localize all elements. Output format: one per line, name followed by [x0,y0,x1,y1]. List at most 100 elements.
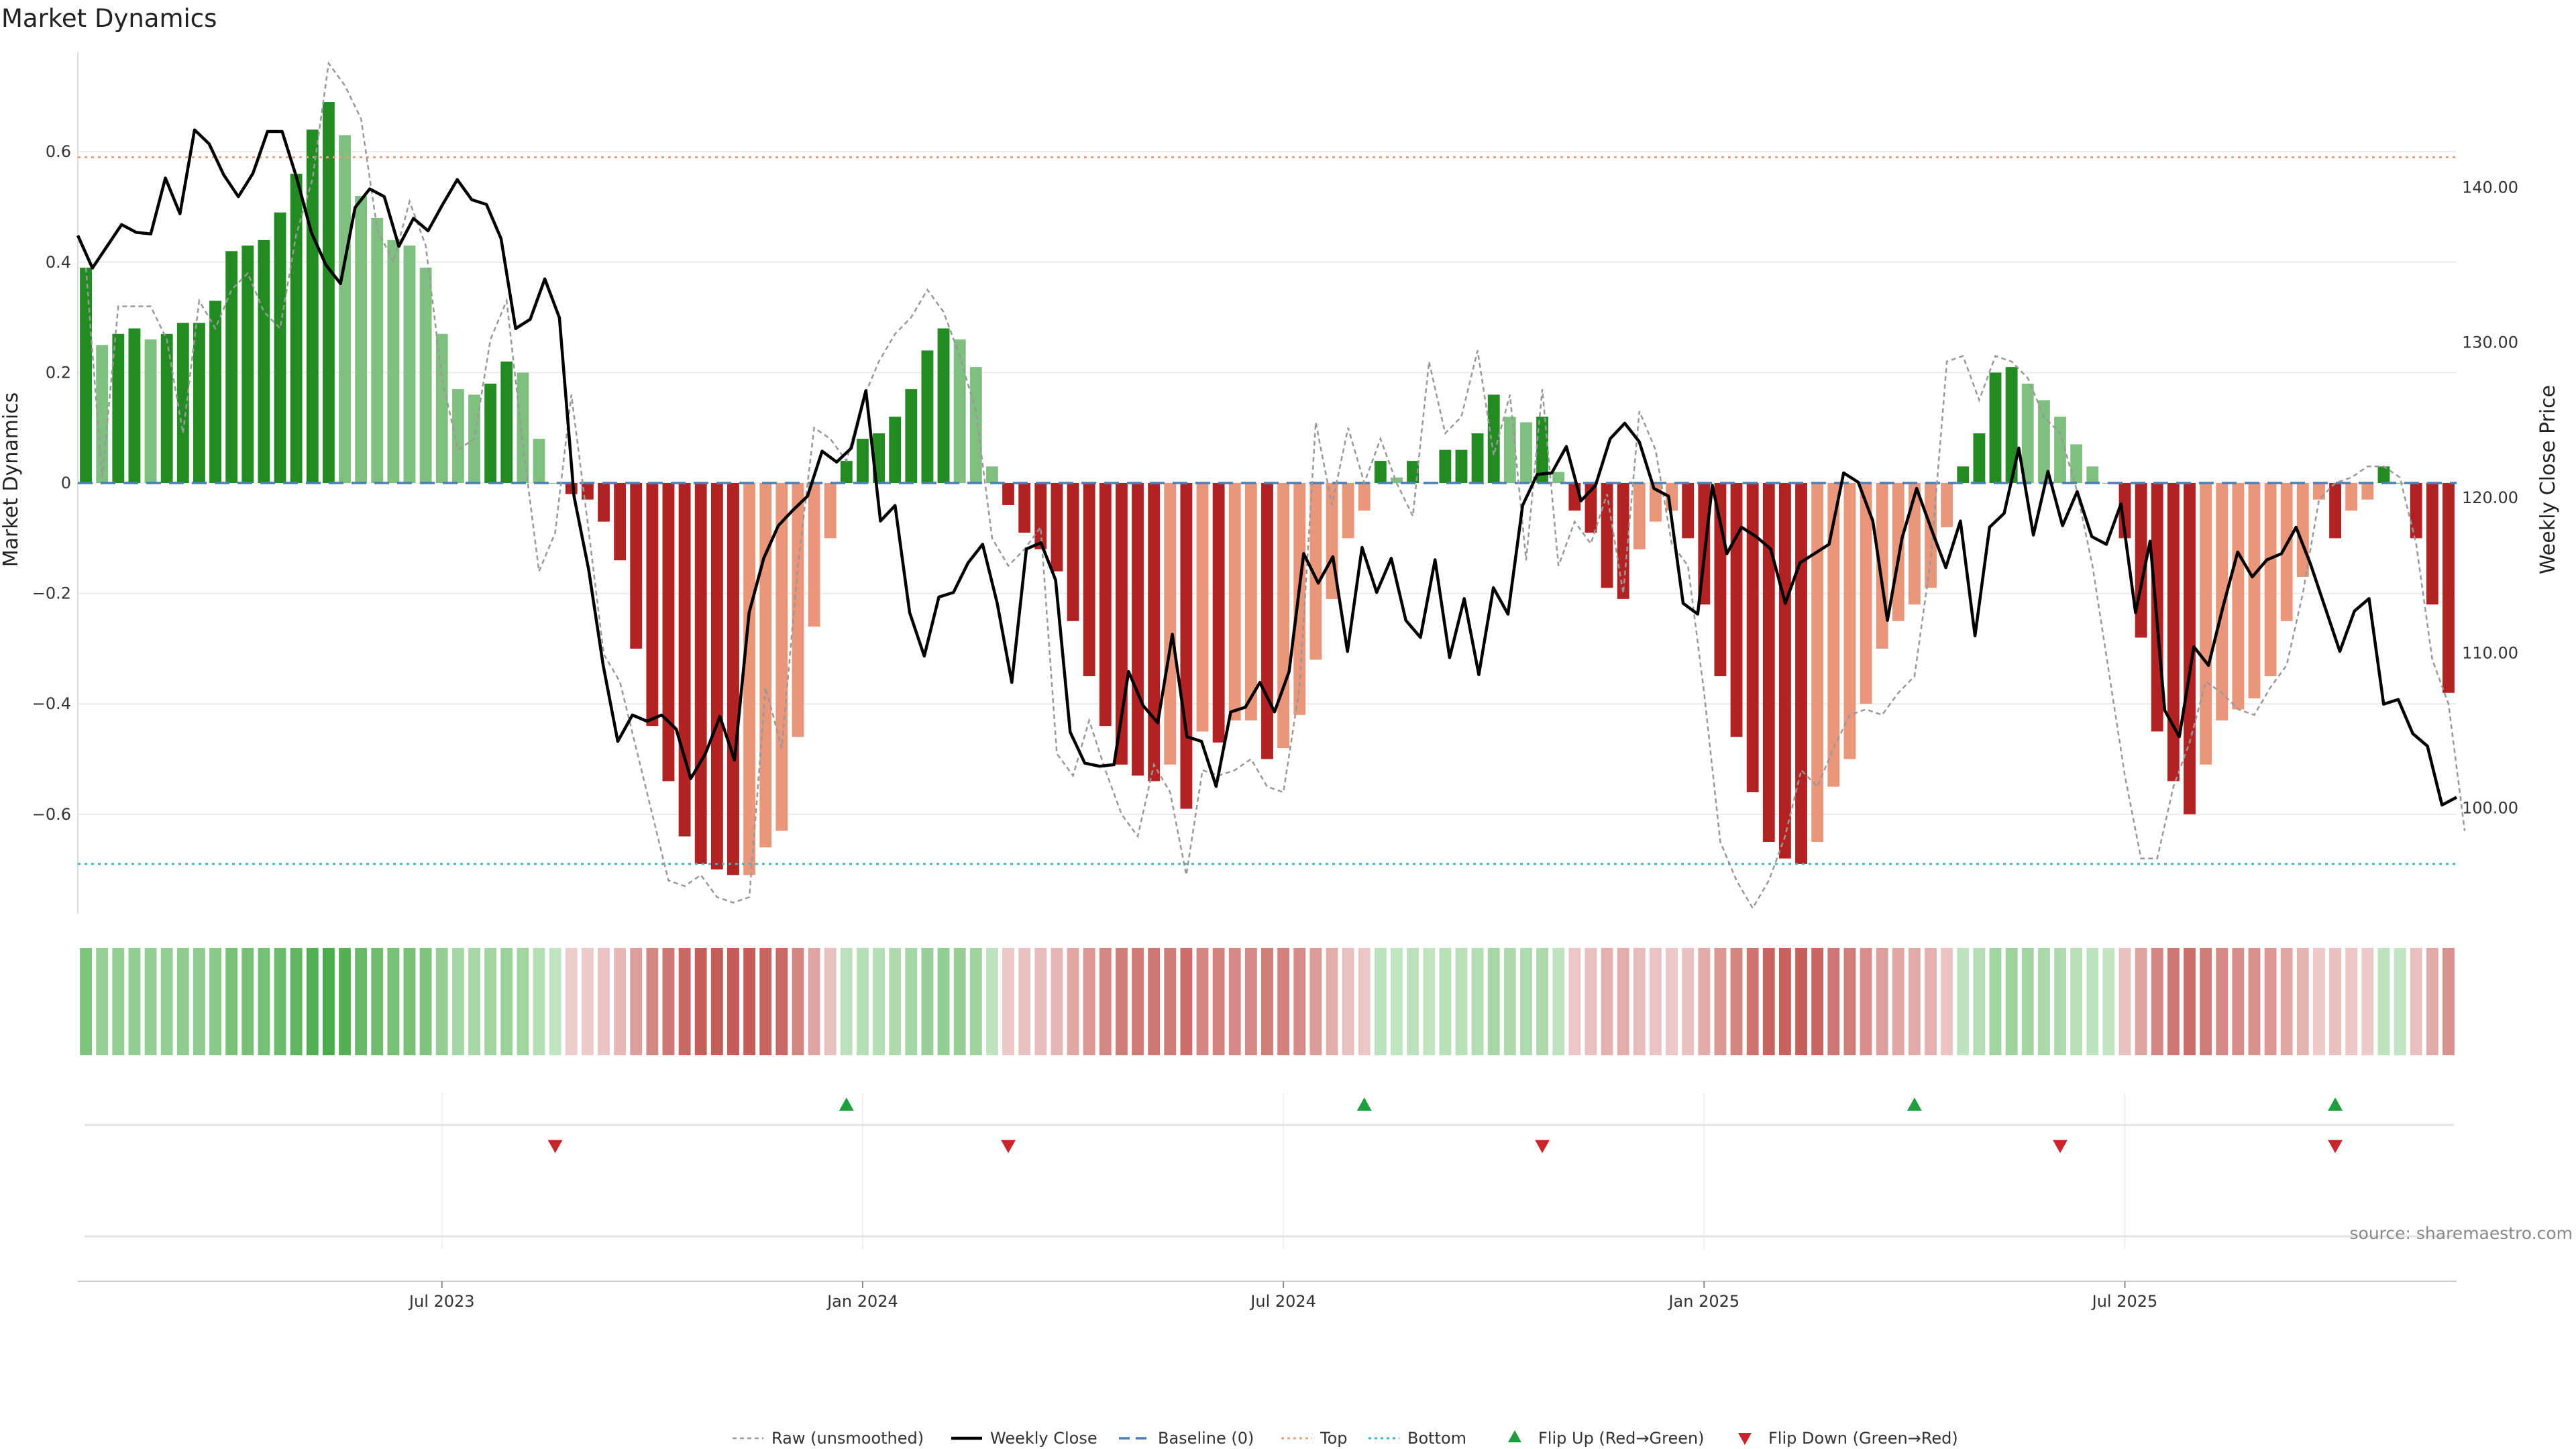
dynamics-bar [646,483,659,727]
dynamics-bar [209,301,221,483]
heat-strip-cell [1973,948,1986,1055]
dynamics-bar [1067,483,1079,621]
dynamics-bar [160,333,173,483]
legend-item: Flip Up (Red→Green) [1508,1429,1705,1448]
heat-strip-cell [2021,948,2034,1055]
dynamics-bar [435,333,448,483]
dynamics-bar [2248,483,2261,698]
heat-strip-cell [274,948,286,1055]
heat-strip-cell [419,948,432,1055]
right-tick-label: 130.00 [2462,333,2518,352]
left-tick-label: 0.4 [46,253,71,272]
dynamics-bar [2118,483,2131,539]
dynamics-bar [306,129,319,483]
weekly-close-line [76,128,2458,807]
heat-strip-cell [225,948,238,1055]
heat-strip-cell [792,948,804,1055]
dynamics-bar [1617,483,1629,599]
heat-strip-cell [2102,948,2115,1055]
dynamics-bar [2377,466,2390,483]
dynamics-bar [937,328,950,483]
heat-strip-cell [565,948,578,1055]
heat-strip-cell [1244,948,1257,1055]
dynamics-bar [2005,367,2018,483]
heat-strip-cell [1051,948,1063,1055]
dynamics-bar [630,483,643,649]
legend-item: Raw (unsmoothed) [733,1429,924,1448]
heat-strip-cell [1439,948,1452,1055]
dynamics-bar [1342,483,1354,539]
dynamics-bar [792,483,804,737]
heat-strip-cell [1520,948,1532,1055]
heat-strip-cell [1455,948,1468,1055]
dynamics-bar [985,466,998,483]
heat-strip-cell [533,948,545,1055]
heat-strip-cell [1261,948,1273,1055]
dynamics-bar [1843,483,1856,759]
heat-strip-cell [1228,948,1241,1055]
heat-strip-cell [1714,948,1727,1055]
heat-strip-cell [2232,948,2245,1055]
heat-strip-cell [1099,948,1112,1055]
dynamics-bar [500,361,513,483]
heat-strip-cell [451,948,464,1055]
dynamics-bar [419,268,432,483]
heat-strip-cell [2345,948,2358,1055]
dynamics-bar [1439,449,1452,483]
dynamics-bar [2394,483,2406,484]
heat-strip-cell [1633,948,1646,1055]
heat-strip-cell [678,948,691,1055]
left-tick-label: 0 [61,474,71,492]
dynamics-bar [1827,483,1840,787]
dynamics-bar [1277,483,1290,749]
dynamics-bar [2361,483,2374,500]
dynamics-bar [775,483,788,831]
x-axis: Jul 2023 Jan 2024 Jul 2024 Jan 2025 Jul 2025 [78,1281,2457,1311]
heat-strip-cell [2167,948,2180,1055]
dynamics-bar [2313,483,2325,500]
flip-up-marker [1356,1097,1372,1111]
heat-strip-cell [1034,948,1047,1055]
dynamics-bar [2410,483,2422,539]
dynamics-bar [1471,433,1484,483]
dynamics-bar [759,483,772,848]
heat-strip-cell [1342,948,1354,1055]
dynamics-bar [1212,483,1225,743]
heat-strip-cell [1196,948,1209,1055]
heat-strip-cell [1293,948,1306,1055]
dynamics-bar [2021,383,2034,483]
heat-strip-cell [468,948,480,1055]
heat-strip-cell [662,948,675,1055]
dynamics-bar [484,383,497,483]
right-tick-label: 110.00 [2462,643,2518,662]
dynamics-bar [2329,483,2342,539]
dynamics-bar [678,483,691,837]
dynamics-bar [953,339,966,483]
legend: Raw (unsmoothed) Weekly Close Baseline (0)… [733,1429,1958,1448]
heat-strip-cell [2216,948,2229,1055]
right-y-axis-title: Weekly Close Price [2536,385,2560,574]
heat-strip-cell [1180,948,1193,1055]
heat-strip-cell [112,948,125,1055]
heat-strip-cell [144,948,157,1055]
legend-item: Flip Down (Green→Red) [1738,1429,1958,1448]
dynamics-bar [824,483,837,539]
dynamics-bar [921,350,934,483]
flip-up-marker [2328,1097,2343,1111]
dynamics-bar [1358,483,1371,511]
dynamics-bar [2054,417,2066,483]
dynamics-bar [889,417,902,483]
x-tick-label: Jul 2025 [2091,1292,2158,1311]
dynamics-bar [258,239,270,483]
dynamics-bar [1148,483,1161,782]
x-tick-label: Jan 2024 [826,1292,898,1311]
heat-strip-cell [403,948,416,1055]
heat-strip-cell [2329,948,2342,1055]
dynamics-bar [2070,444,2083,483]
heat-strip-cell [96,948,109,1055]
heat-strip-cell [1471,948,1484,1055]
dynamics-bar [1051,483,1063,572]
dynamics-bar [2216,483,2229,720]
x-tick-label: Jul 2024 [1249,1292,1316,1311]
